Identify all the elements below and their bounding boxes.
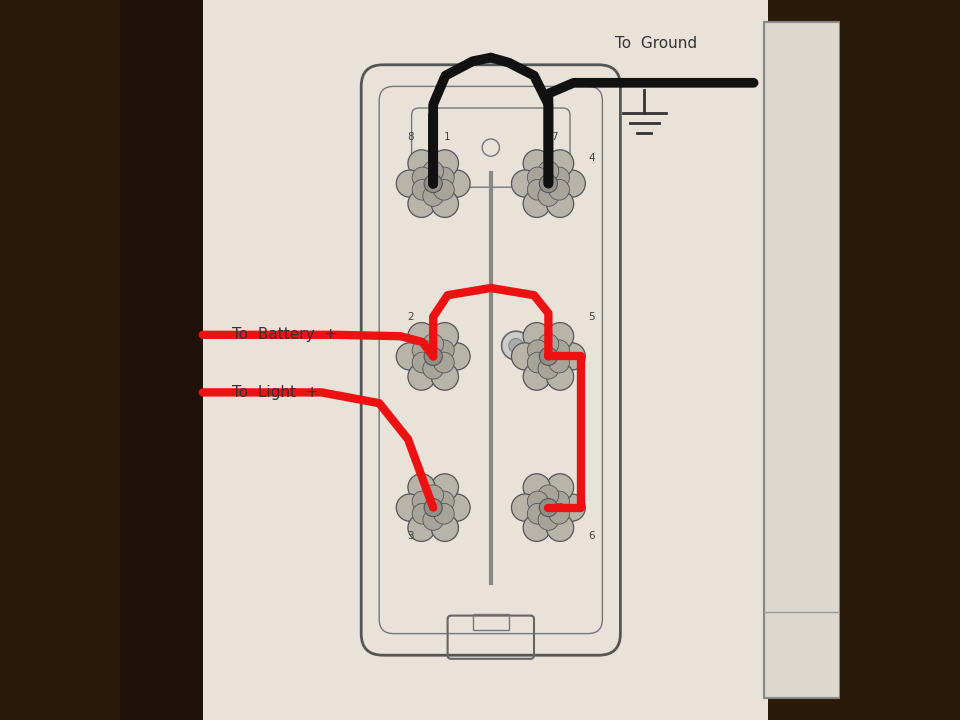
Circle shape [412,491,433,512]
Circle shape [512,343,539,370]
Circle shape [412,179,433,200]
Circle shape [546,514,574,541]
Text: To  Ground: To Ground [615,36,698,50]
Circle shape [546,474,574,501]
Circle shape [527,503,548,524]
Circle shape [443,343,470,370]
Circle shape [424,174,443,193]
Circle shape [408,323,435,350]
Text: 4: 4 [588,153,595,163]
Circle shape [422,485,444,505]
Circle shape [558,170,586,197]
Circle shape [408,474,435,501]
Circle shape [512,494,539,521]
Circle shape [443,494,470,521]
Circle shape [412,503,433,524]
Text: 6: 6 [588,531,595,541]
Circle shape [538,510,559,530]
Circle shape [431,514,459,541]
Circle shape [549,167,569,188]
Circle shape [540,498,558,517]
Circle shape [549,491,569,512]
Circle shape [523,323,550,350]
Circle shape [512,170,539,197]
Circle shape [546,363,574,390]
Circle shape [431,150,459,177]
Circle shape [558,494,586,521]
Circle shape [434,503,454,524]
Circle shape [422,359,444,379]
Circle shape [434,491,454,512]
Bar [472,614,509,630]
Text: 5: 5 [588,312,595,322]
Text: 1: 1 [444,132,451,142]
Circle shape [434,340,454,361]
Circle shape [422,510,444,530]
Circle shape [549,503,569,524]
Circle shape [546,150,574,177]
Circle shape [549,340,569,361]
Circle shape [412,352,433,373]
Circle shape [549,352,569,373]
Circle shape [527,340,548,361]
Circle shape [523,514,550,541]
Circle shape [549,179,569,200]
Text: To  Light  +: To Light + [231,385,318,400]
Circle shape [396,343,423,370]
Circle shape [538,161,559,181]
Circle shape [412,340,433,361]
Circle shape [408,363,435,390]
Circle shape [558,343,586,370]
Circle shape [443,170,470,197]
Bar [203,0,768,720]
Text: To  Battery  +: To Battery + [231,328,337,342]
Circle shape [527,352,548,373]
Circle shape [538,186,559,207]
Circle shape [527,167,548,188]
Bar [120,0,203,720]
Circle shape [523,150,550,177]
Circle shape [538,359,559,379]
Circle shape [540,174,558,193]
Circle shape [540,347,558,366]
Circle shape [523,474,550,501]
Circle shape [527,491,548,512]
Circle shape [408,190,435,217]
Circle shape [546,323,574,350]
Circle shape [431,323,459,350]
Circle shape [422,186,444,207]
Circle shape [538,334,559,354]
Circle shape [431,190,459,217]
Circle shape [546,190,574,217]
Circle shape [422,334,444,354]
Circle shape [527,179,548,200]
Bar [764,22,840,698]
Circle shape [422,161,444,181]
Circle shape [509,338,523,353]
Circle shape [424,347,443,366]
Circle shape [408,514,435,541]
Circle shape [523,190,550,217]
Circle shape [396,170,423,197]
Text: 8: 8 [407,132,414,142]
Circle shape [431,474,459,501]
Circle shape [424,498,443,517]
Circle shape [434,352,454,373]
Circle shape [523,363,550,390]
Text: 2: 2 [407,312,414,322]
Circle shape [434,179,454,200]
Text: 3: 3 [407,531,414,541]
Circle shape [501,331,531,360]
Circle shape [434,167,454,188]
Circle shape [431,363,459,390]
Circle shape [408,150,435,177]
Text: 7: 7 [551,132,558,142]
Circle shape [396,494,423,521]
Circle shape [412,167,433,188]
Circle shape [538,485,559,505]
